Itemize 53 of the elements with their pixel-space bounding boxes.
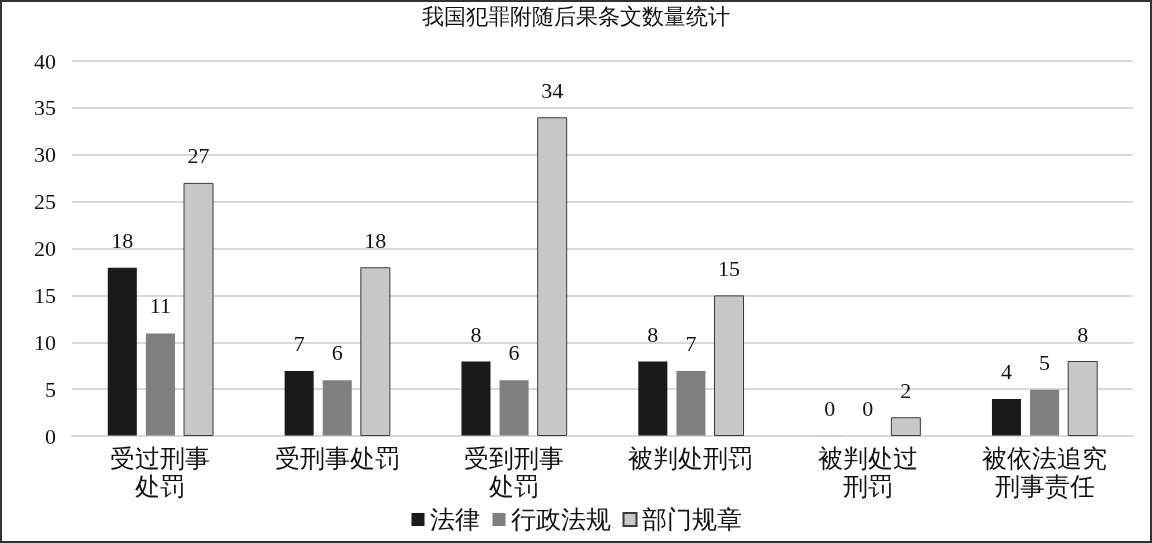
data-label: 34 [541,77,564,103]
bar [890,417,921,436]
data-label: 6 [331,340,343,366]
x-tick-label: 被判处过刑罚 [817,444,918,500]
bar [499,379,530,436]
y-tick-label: 15 [34,282,56,308]
data-label: 15 [718,255,741,281]
data-label: 8 [1077,321,1089,347]
data-label: 6 [508,340,520,366]
bar [183,182,214,436]
data-label: 2 [900,377,912,403]
y-tick-label: 10 [34,329,56,355]
bar [360,267,391,436]
data-label: 0 [824,396,836,421]
data-label: 27 [187,143,210,169]
y-tick-label: 25 [34,189,56,215]
data-label: 7 [293,330,305,356]
data-label: 7 [685,330,697,356]
x-tick-label: 被依法追究刑事责任 [982,444,1108,500]
data-label: 0 [862,396,874,421]
legend-label: 行政法规 [510,506,611,533]
data-label: 18 [111,227,134,253]
y-tick-label: 20 [34,236,56,261]
x-tick-label: 受到刑事处罚 [464,444,565,500]
legend-label: 部门规章 [641,506,742,533]
bar [537,117,568,436]
bar [1029,389,1060,436]
bar [1067,361,1098,436]
chart-title: 我国犯罪附随后果条文数量统计 [422,3,730,29]
bar [460,361,491,436]
x-tick-label: 受过刑事处罚 [110,444,211,500]
data-label: 4 [1000,359,1012,384]
data-label: 8 [647,321,659,347]
bar [714,295,745,436]
bar [637,361,668,436]
y-tick-label: 0 [45,423,56,449]
bar [107,267,138,436]
bar [675,370,706,436]
y-tick-label: 30 [34,142,56,168]
y-tick-label: 5 [45,376,56,402]
legend-label: 法律 [429,506,480,533]
data-label: 5 [1039,349,1051,375]
data-label: 8 [470,321,482,347]
y-tick-label: 40 [34,48,56,74]
bar [322,379,353,436]
x-tick-label: 被判处刑罚 [628,444,754,472]
data-label: 18 [364,227,387,253]
bar [991,398,1022,436]
y-tick-label: 35 [34,95,56,121]
bar [145,332,176,436]
x-tick-label: 受刑事处罚 [274,444,400,472]
data-label: 11 [149,293,172,319]
bar [284,370,315,436]
